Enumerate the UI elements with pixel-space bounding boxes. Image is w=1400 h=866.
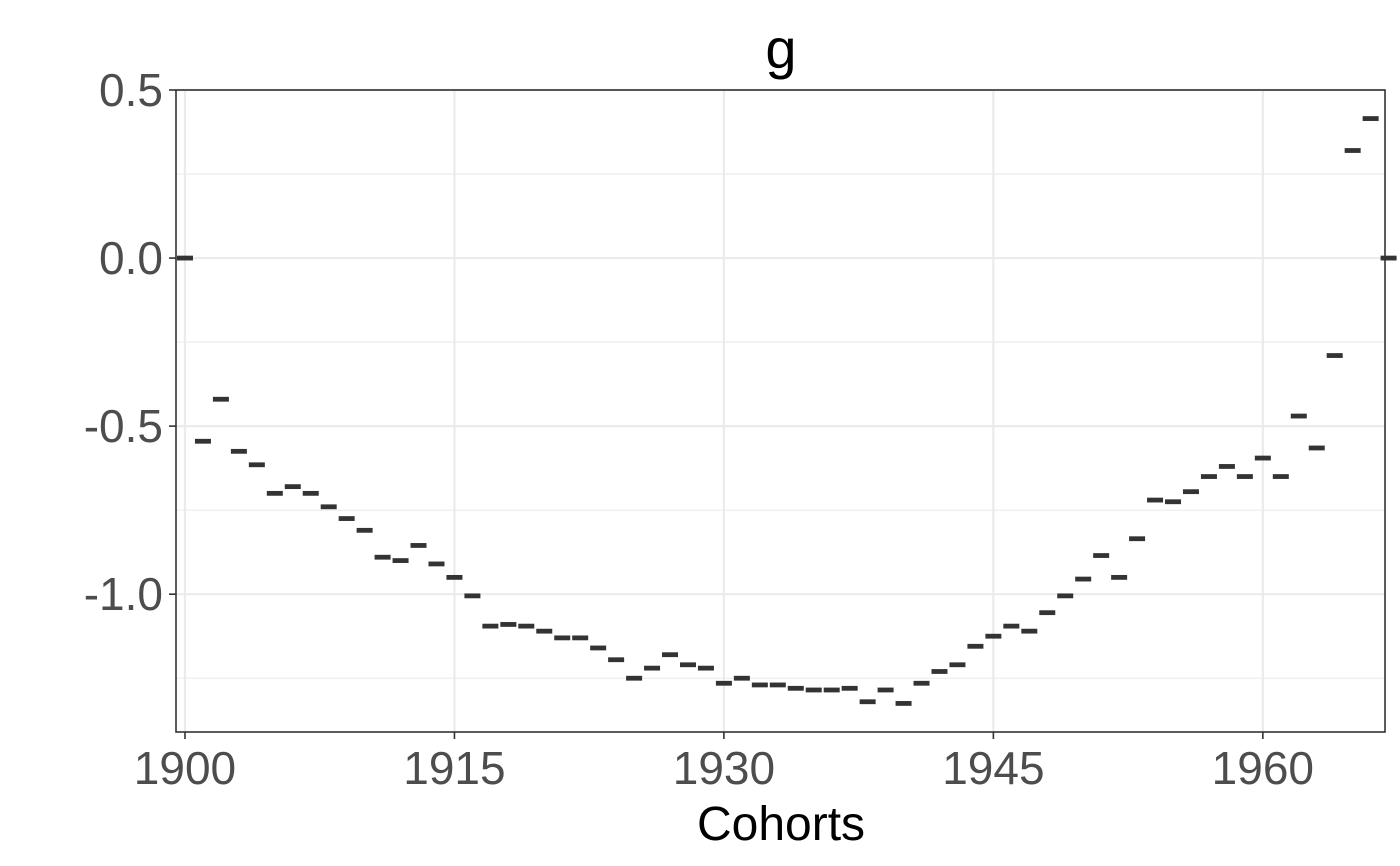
data-point bbox=[1129, 536, 1146, 542]
data-point bbox=[320, 504, 337, 510]
data-point bbox=[302, 490, 319, 496]
data-point bbox=[733, 675, 750, 681]
x-tick-label: 1945 bbox=[942, 742, 1044, 794]
data-point bbox=[554, 635, 571, 641]
data-point bbox=[1200, 474, 1217, 479]
data-point bbox=[500, 622, 517, 627]
data-point bbox=[1075, 576, 1092, 582]
data-point bbox=[1380, 255, 1397, 261]
y-tick-label: -0.5 bbox=[84, 400, 163, 452]
x-tick-label: 1930 bbox=[673, 742, 775, 794]
data-point bbox=[464, 593, 481, 599]
data-point bbox=[805, 687, 822, 693]
data-point bbox=[1057, 593, 1074, 599]
data-point bbox=[536, 628, 553, 634]
data-point bbox=[1147, 497, 1164, 503]
y-tick-label: 0.0 bbox=[99, 232, 163, 284]
data-point bbox=[608, 657, 625, 663]
y-tick-label: 0.5 bbox=[99, 64, 163, 116]
data-point bbox=[841, 685, 858, 691]
data-point bbox=[446, 574, 463, 580]
data-point bbox=[895, 701, 912, 706]
data-point bbox=[931, 669, 948, 674]
data-point bbox=[230, 448, 247, 454]
data-point bbox=[1111, 574, 1128, 580]
data-point bbox=[1218, 464, 1235, 469]
data-point bbox=[913, 680, 930, 686]
x-tick-label: 1900 bbox=[134, 742, 236, 794]
data-point bbox=[482, 623, 499, 629]
data-point bbox=[428, 561, 445, 567]
data-point bbox=[751, 682, 768, 688]
data-point bbox=[356, 527, 373, 533]
data-point bbox=[1003, 623, 1020, 629]
axes: 0.5 0.0 -0.5 -1.0 1900 1915 1930 1945 1960 bbox=[84, 64, 1314, 794]
data-point bbox=[1272, 474, 1289, 479]
data-point bbox=[769, 682, 786, 688]
data-point bbox=[266, 490, 283, 496]
x-tick-label: 1915 bbox=[403, 742, 505, 794]
data-point bbox=[1165, 499, 1182, 505]
x-axis-title: Cohorts bbox=[697, 798, 865, 851]
data-point bbox=[212, 396, 229, 402]
data-point bbox=[410, 543, 427, 548]
data-point bbox=[194, 438, 211, 444]
data-point bbox=[1290, 413, 1307, 419]
data-point bbox=[1344, 148, 1361, 153]
data-point bbox=[985, 633, 1002, 639]
data-point bbox=[715, 680, 732, 686]
data-point bbox=[338, 516, 355, 521]
data-point bbox=[679, 662, 696, 668]
data-point bbox=[967, 643, 984, 649]
data-point bbox=[248, 462, 265, 468]
data-point bbox=[1093, 553, 1110, 558]
data-point bbox=[518, 623, 535, 629]
data-point bbox=[572, 635, 589, 641]
data-point bbox=[1236, 474, 1253, 479]
data-point bbox=[284, 484, 301, 490]
data-point bbox=[859, 699, 876, 705]
data-point bbox=[823, 687, 840, 693]
data-point bbox=[644, 665, 661, 671]
data-point bbox=[1254, 455, 1271, 461]
panel-border bbox=[175, 89, 1386, 733]
data-marks bbox=[176, 116, 1397, 706]
data-point bbox=[787, 685, 804, 691]
data-point bbox=[1308, 445, 1325, 451]
data-point bbox=[626, 675, 643, 681]
data-point bbox=[1021, 628, 1038, 634]
chart-title: g bbox=[765, 17, 796, 80]
data-point bbox=[1182, 489, 1199, 495]
data-point bbox=[1326, 353, 1343, 358]
data-point bbox=[392, 558, 409, 563]
data-point bbox=[1362, 116, 1379, 121]
data-point bbox=[662, 652, 679, 658]
data-point bbox=[949, 662, 966, 668]
data-point bbox=[374, 554, 391, 560]
data-point bbox=[697, 665, 714, 671]
data-point bbox=[877, 687, 894, 693]
grid-lines bbox=[176, 88, 1385, 732]
data-point bbox=[176, 255, 193, 261]
data-point bbox=[590, 645, 607, 651]
y-tick-label: -1.0 bbox=[84, 568, 163, 620]
data-point bbox=[1039, 610, 1056, 616]
x-tick-label: 1960 bbox=[1212, 742, 1314, 794]
